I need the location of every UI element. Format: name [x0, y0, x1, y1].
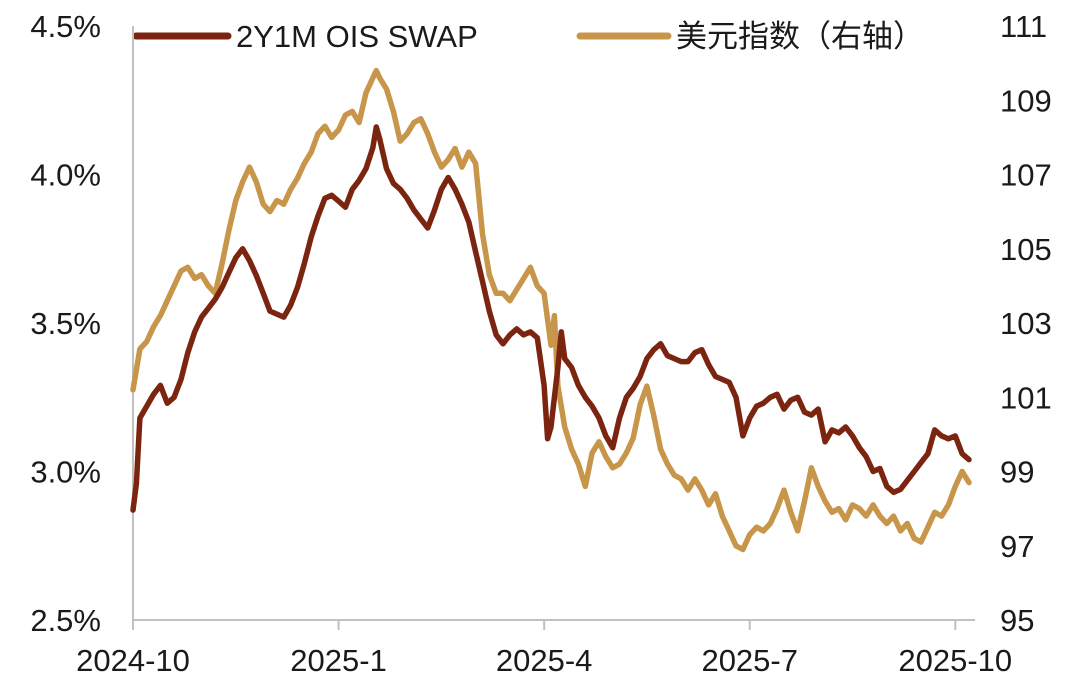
x-tick-label: 2025-7 — [701, 643, 798, 678]
right-tick-label: 107 — [1000, 158, 1052, 193]
legend-label-dollar-index: 美元指数（右轴） — [676, 19, 924, 54]
right-tick-label: 97 — [1000, 529, 1034, 564]
series-group — [130, 67, 972, 553]
legend: 2Y1M OIS SWAP 美元指数（右轴） — [132, 19, 924, 54]
right-tick-label: 99 — [1000, 455, 1034, 490]
x-tick-label: 2025-4 — [496, 643, 593, 678]
right-tick-label: 101 — [1000, 380, 1052, 415]
right-tick-label: 109 — [1000, 83, 1052, 118]
series-line-ois-swap — [130, 124, 972, 513]
right-tick-label: 111 — [1000, 9, 1047, 44]
right-axis-ticks: 111 109 107 105 103 101 99 97 95 — [1000, 9, 1052, 638]
left-tick-label: 2.5% — [30, 603, 101, 638]
legend-label-ois-swap: 2Y1M OIS SWAP — [236, 19, 478, 54]
series-line-dollar-index — [130, 67, 972, 553]
left-tick-label: 3.5% — [30, 306, 101, 341]
x-tick-label: 2025-10 — [898, 643, 1012, 678]
left-tick-label: 4.5% — [30, 9, 101, 44]
x-tick-label: 2025-1 — [290, 643, 387, 678]
right-tick-label: 95 — [1000, 603, 1034, 638]
right-tick-label: 103 — [1000, 306, 1052, 341]
x-tick-label: 2024-10 — [76, 643, 190, 678]
x-axis-ticks: 2024-10 2025-1 2025-4 2025-7 2025-10 — [76, 620, 1012, 678]
left-tick-label: 3.0% — [30, 455, 101, 490]
left-tick-label: 4.0% — [30, 158, 101, 193]
left-axis-ticks: 4.5% 4.0% 3.5% 3.0% 2.5% — [30, 9, 101, 638]
right-tick-label: 105 — [1000, 232, 1052, 267]
